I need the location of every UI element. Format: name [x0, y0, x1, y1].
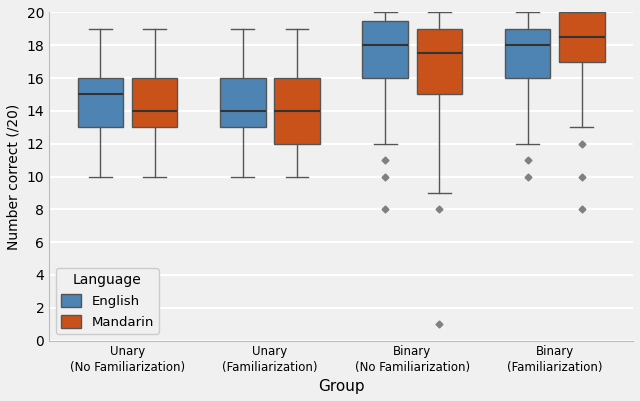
PathPatch shape — [77, 78, 123, 127]
PathPatch shape — [220, 78, 266, 127]
PathPatch shape — [417, 29, 462, 95]
PathPatch shape — [362, 20, 408, 78]
PathPatch shape — [505, 29, 550, 78]
PathPatch shape — [274, 78, 320, 144]
PathPatch shape — [559, 12, 605, 62]
PathPatch shape — [132, 78, 177, 127]
Legend: English, Mandarin: English, Mandarin — [56, 268, 159, 334]
X-axis label: Group: Group — [318, 379, 364, 394]
Y-axis label: Number correct (/20): Number correct (/20) — [7, 103, 21, 250]
